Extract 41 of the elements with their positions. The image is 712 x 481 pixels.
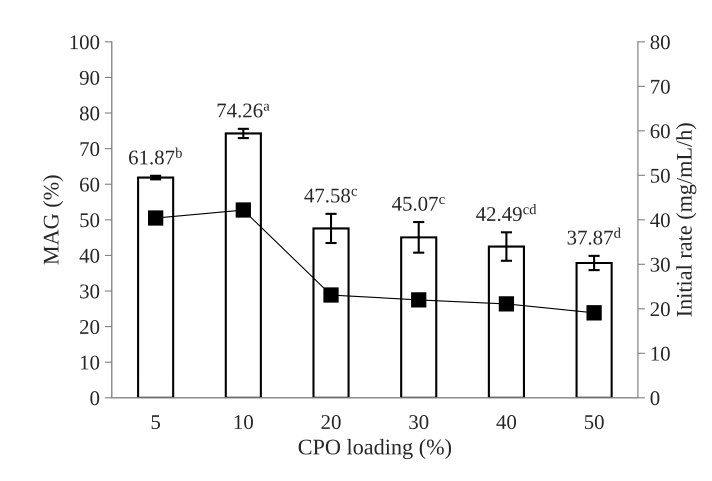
point [498,296,514,312]
y-tick-label: 10 [80,356,100,370]
y-tick-label: 0 [90,391,100,406]
data-label: 61.87$^{b}$ [129,148,182,165]
y2-tick-label: 40 [650,213,670,228]
x-tick-label: 5 [152,415,160,430]
data-label: 45.07$^{c}$ [392,196,445,211]
y-tick-label: 60 [80,178,100,192]
y-tick-label: 50 [80,213,100,228]
y2-tick-label: 80 [650,35,670,50]
point [236,202,251,218]
point [323,287,339,303]
y-tick-label: 70 [80,142,100,156]
y-tick-label: 90 [80,70,100,85]
point [411,292,426,308]
x-tick-label: 50 [584,415,604,430]
x-tick-label: 20 [322,415,341,430]
y-tick-label: 20 [80,320,100,334]
y-axis-title: MAG (%) [43,175,64,265]
y2-tick-label: 60 [650,124,670,138]
point [148,210,164,226]
data-label: 37.87$^{d}$ [568,228,621,245]
y-tick-label: 100 [70,35,100,50]
data-label: 42.49$^{cd}$ [476,204,536,222]
y-tick-label: 80 [80,106,100,120]
data-label: 74.26$^{a}$ [218,104,270,118]
y2-tick-label: 30 [650,258,670,272]
x-tick-label: 40 [496,415,516,430]
data-label: 47.58$^{c}$ [304,188,358,203]
y2-tick-label: 10 [652,346,670,361]
x-axis-title: CPO loading (%) [298,438,452,460]
y2-tick-label: 20 [650,302,670,316]
point [586,305,602,320]
y2-axis-title: Initial rate (mg/mL/h) [676,123,696,317]
x-tick-label: 10 [234,415,253,430]
y-tick-label: 40 [80,248,100,263]
y2-tick-label: 50 [650,168,670,183]
y2-tick-label: 0 [650,391,660,406]
y-tick-label: 30 [80,284,100,298]
x-tick-label: 30 [409,415,428,430]
y2-tick-label: 70 [651,80,670,94]
